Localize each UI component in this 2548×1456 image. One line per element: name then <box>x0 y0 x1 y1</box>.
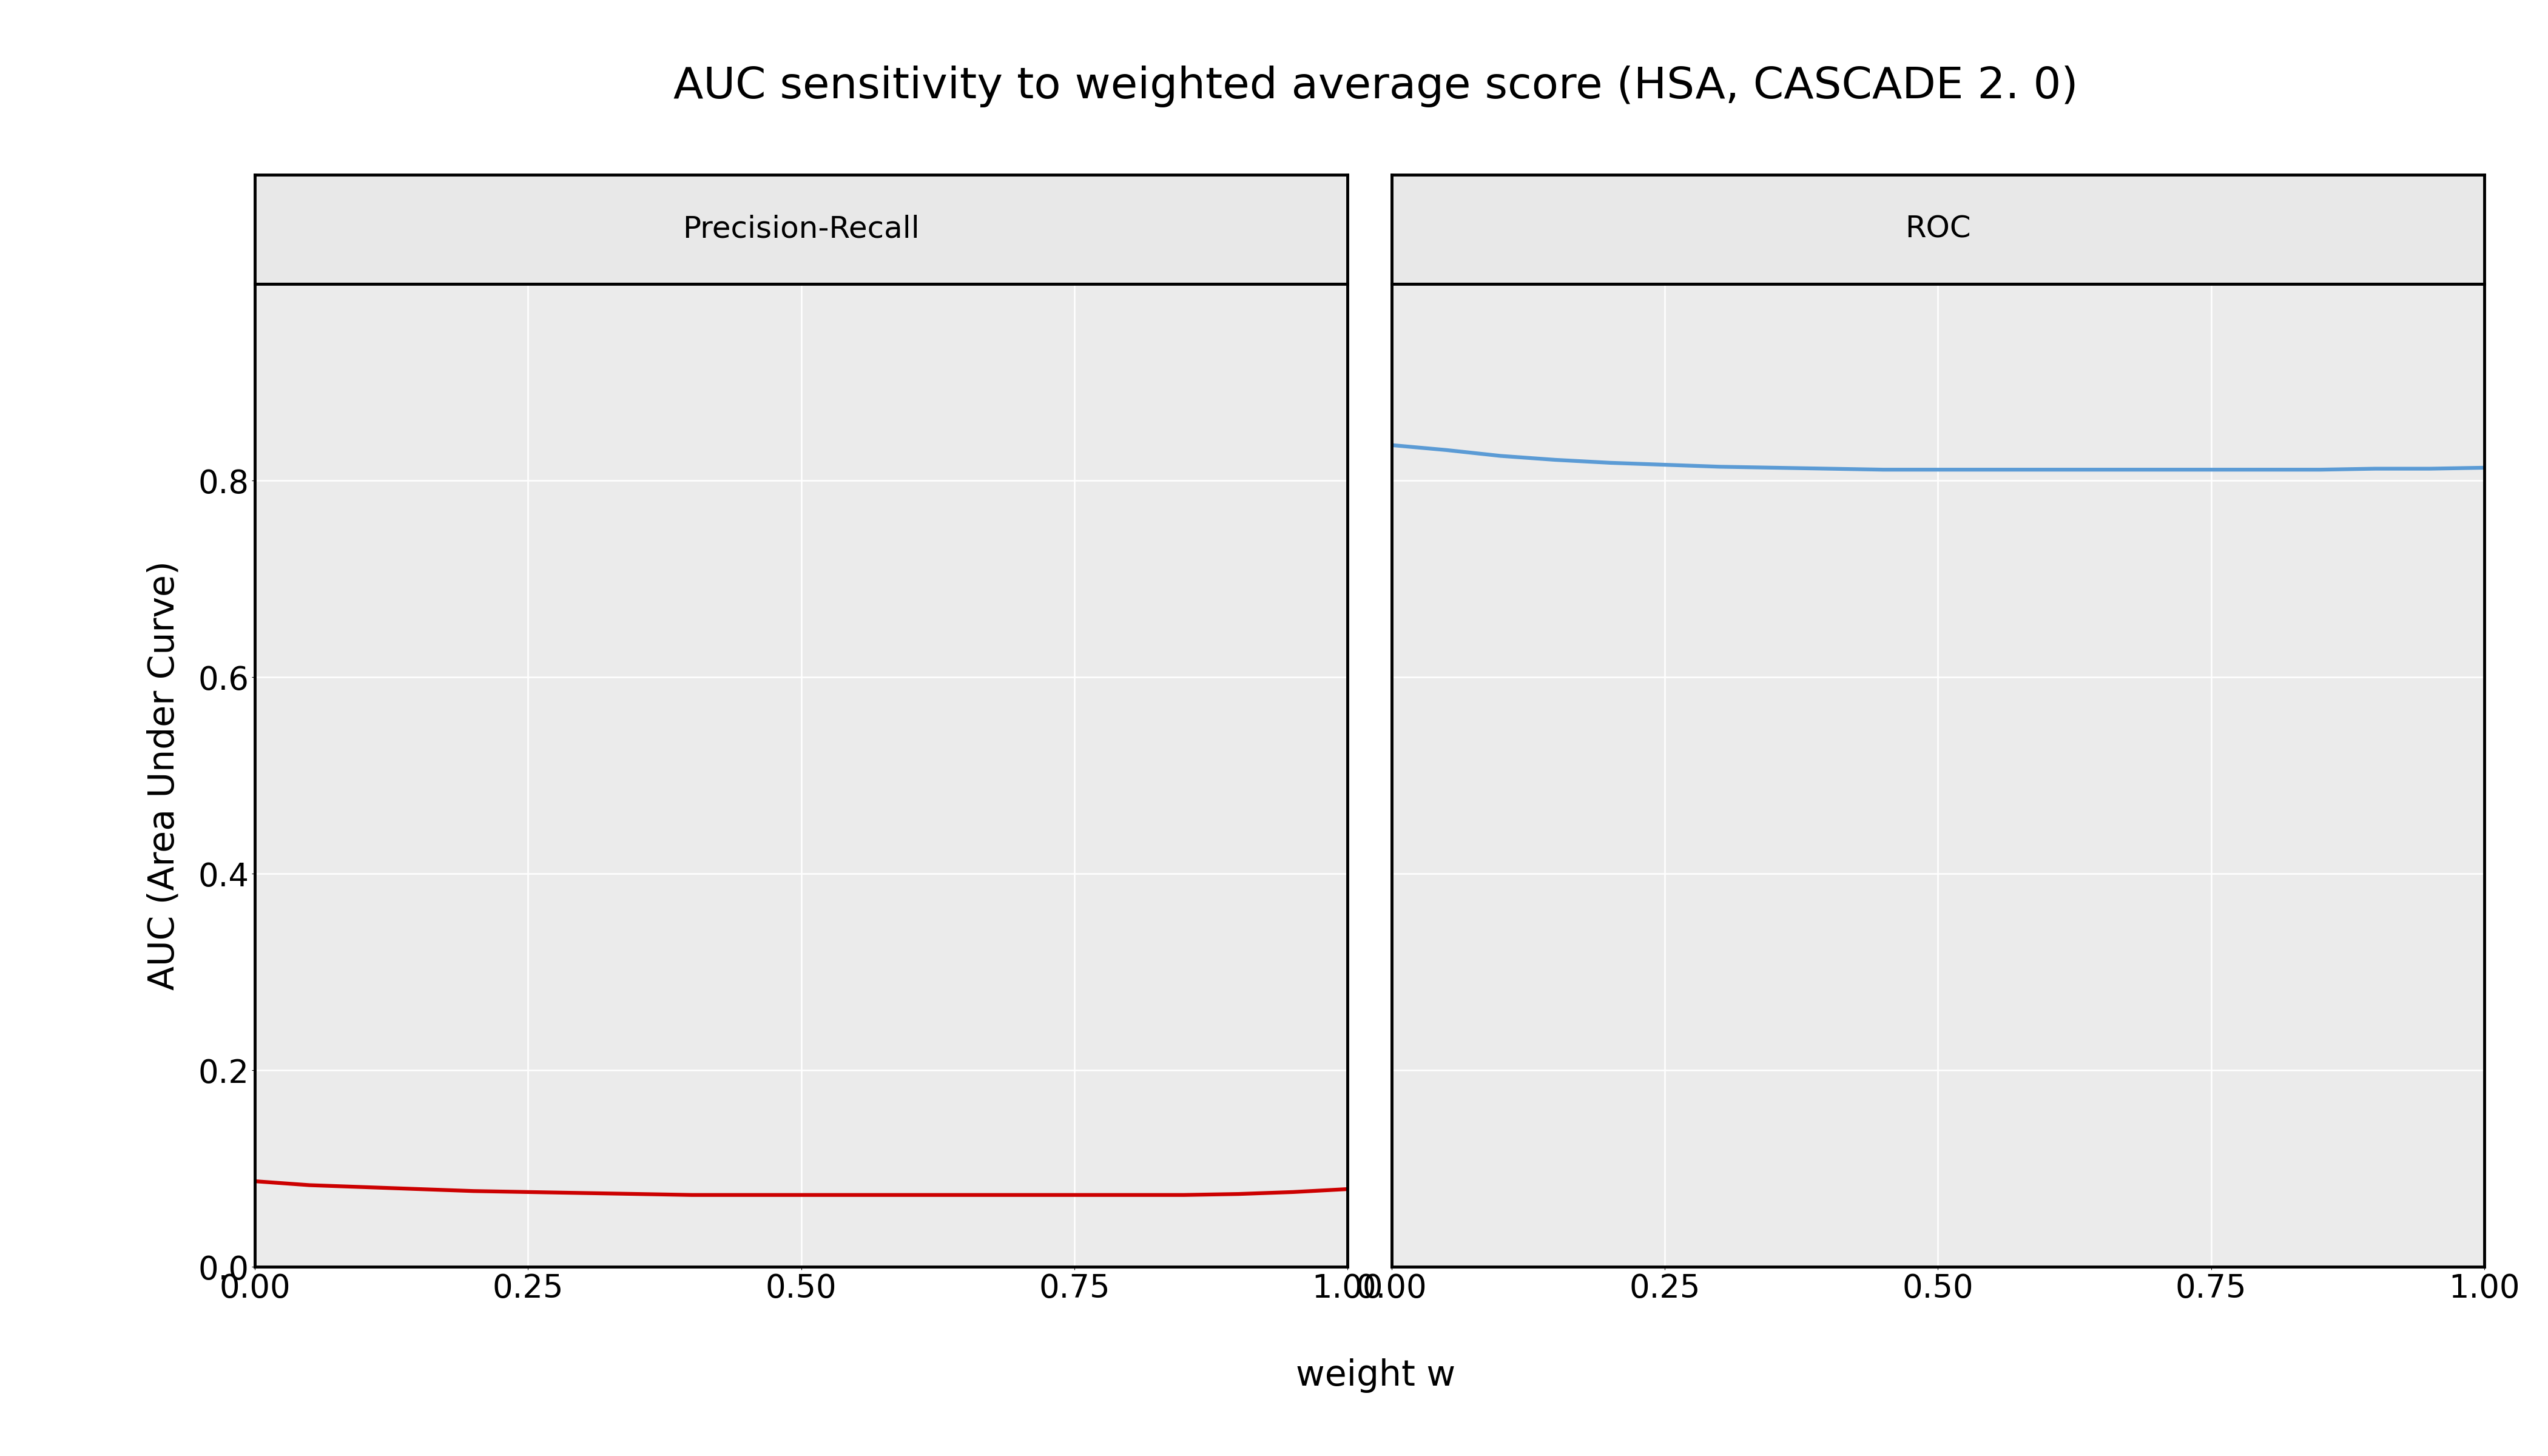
Text: weight w: weight w <box>1297 1358 1455 1393</box>
Text: ROC: ROC <box>1906 214 1970 243</box>
Text: AUC sensitivity to weighted average score (HSA, CASCADE 2. 0): AUC sensitivity to weighted average scor… <box>673 66 2079 108</box>
Text: Precision-Recall: Precision-Recall <box>683 214 920 243</box>
Y-axis label: AUC (Area Under Curve): AUC (Area Under Curve) <box>145 561 181 990</box>
